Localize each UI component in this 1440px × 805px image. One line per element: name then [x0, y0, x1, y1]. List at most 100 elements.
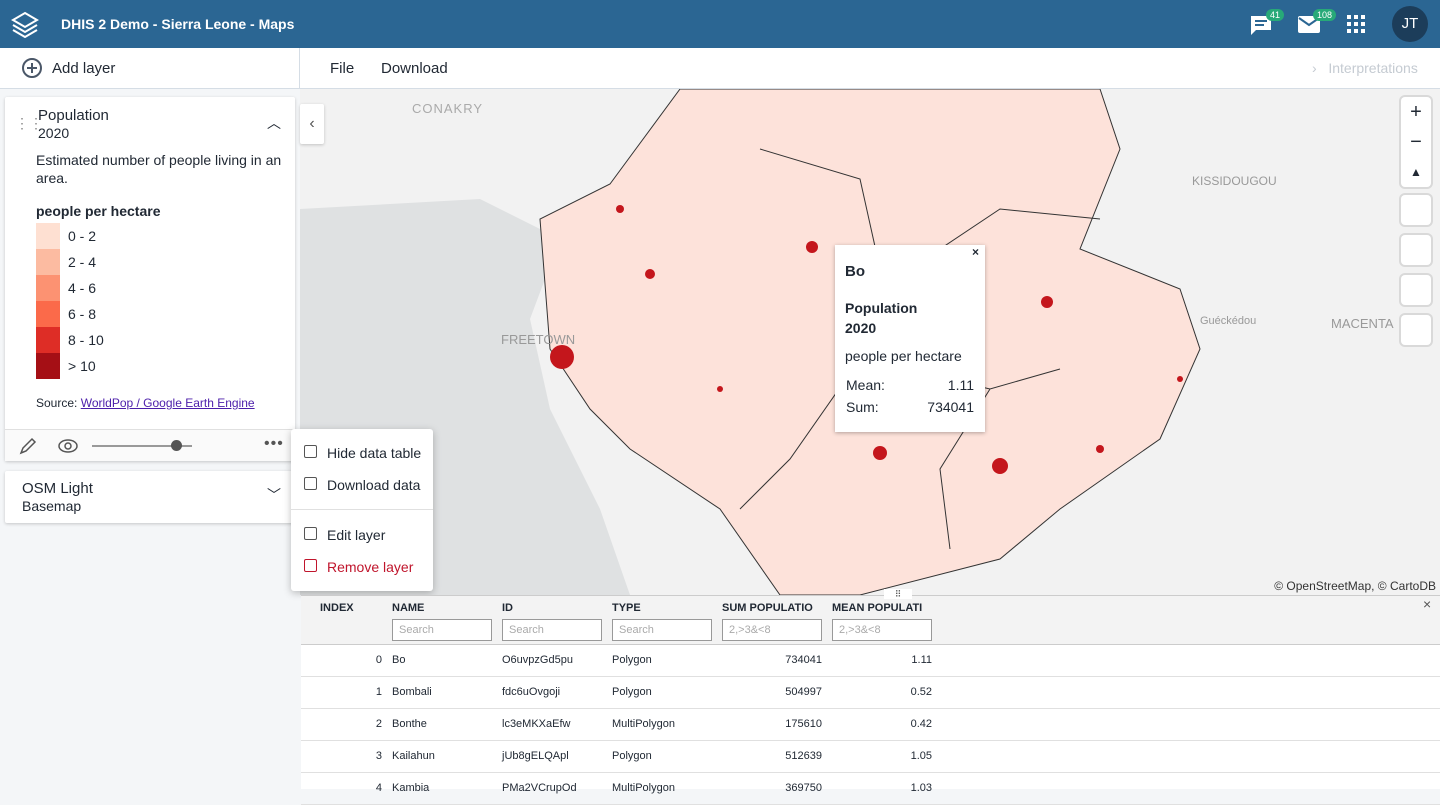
zoom-in[interactable]: + [1410, 101, 1422, 123]
table-cell: Polygon [612, 654, 652, 666]
menu-item[interactable]: Edit layer [291, 519, 433, 551]
legend-swatch [36, 223, 60, 249]
popup-stat-value: 734041 [927, 399, 974, 415]
popup-unit: people per hectare [845, 348, 962, 364]
table-cell: 504997 [785, 686, 822, 698]
map-label: CONAKRY [412, 101, 483, 116]
menu-download[interactable]: Download [381, 60, 448, 77]
table-cell: 4 [375, 782, 382, 794]
table-cell: 512639 [785, 750, 822, 762]
menu-icon [304, 445, 317, 458]
table-cell: Polygon [612, 686, 652, 698]
slider-thumb[interactable] [171, 440, 182, 451]
legend-swatch [36, 249, 60, 275]
messages-badge: 41 [1266, 9, 1285, 21]
header: DHIS 2 Demo - Sierra Leone - Maps 41 108… [0, 0, 1440, 48]
collapse-layer[interactable]: ︿ [267, 115, 281, 131]
more-button[interactable]: ••• [264, 435, 284, 452]
layer-period: 2020 [38, 125, 70, 141]
menu-item[interactable]: Hide data table [291, 437, 433, 469]
apps-icon[interactable] [1347, 15, 1365, 33]
popup-layer: Population [845, 300, 918, 316]
table-header: INDEX NAME ID TYPE SUM POPULATIO MEAN POPULAT… [301, 595, 1440, 645]
popup-period: 2020 [845, 320, 877, 336]
menu-item[interactable]: Remove layer [291, 551, 433, 583]
menu-icon [304, 527, 317, 540]
table-cell: MultiPolygon [612, 782, 675, 794]
legend-label: 4 - 6 [68, 280, 97, 296]
table-cell: O6uvpzGd5pu [502, 654, 573, 666]
add-layer-label: Add layer [52, 60, 116, 77]
table-row[interactable]: 0 Bo O6uvpzGd5pu Polygon 734041 1.11 [301, 645, 1440, 677]
menu-icon [304, 559, 317, 572]
add-layer-button[interactable]: Add layer [0, 48, 300, 88]
map-label: FREETOWN [501, 332, 575, 347]
search-button[interactable] [1401, 275, 1431, 305]
table-row[interactable]: 2 Bonthe lc3eMKXaEfw MultiPolygon 175610 0.42 [301, 709, 1440, 741]
drag-handle[interactable]: ⋮⋮ [15, 115, 43, 131]
collapse-panel-button[interactable]: ‹ [300, 104, 324, 144]
table-cell: jUb8gELQApl [502, 750, 569, 762]
interpretations-label: Interpretations [1328, 60, 1418, 76]
column-header[interactable]: ID [502, 602, 513, 614]
column-header[interactable]: NAME [392, 602, 425, 614]
filter-input[interactable]: Search [612, 619, 712, 641]
fullscreen-button[interactable] [1401, 195, 1431, 225]
filter-input[interactable]: Search [392, 619, 492, 641]
mail-badge: 108 [1313, 9, 1337, 21]
legend-label: 0 - 2 [68, 228, 97, 244]
opacity-slider[interactable] [92, 440, 192, 451]
filter-input[interactable]: 2,>3&<8 [722, 619, 822, 641]
reset-bearing[interactable]: ▲ [1410, 165, 1422, 179]
popup-close[interactable]: × [971, 245, 979, 259]
toolbar: Add layer File Download › Interpretation… [0, 48, 1440, 89]
table-row[interactable]: 1 Bombali fdc6uOvgoji Polygon 504997 0.52 [301, 677, 1440, 709]
column-header[interactable]: TYPE [612, 602, 641, 614]
menu-label: Remove layer [327, 559, 414, 575]
filter-input[interactable]: Search [502, 619, 602, 641]
source-link[interactable]: WorldPop / Google Earth Engine [80, 396, 255, 410]
visibility-button[interactable] [57, 437, 79, 455]
legend-label: 2 - 4 [68, 254, 97, 270]
popup-title: Bo [845, 263, 865, 280]
table-cell: 1.05 [910, 750, 932, 762]
column-header[interactable]: INDEX [320, 602, 354, 614]
zoom-out[interactable]: − [1410, 131, 1422, 153]
table-cell: PMa2VCrupOd [502, 782, 577, 794]
map-label: KISSIDOUGOU [1192, 174, 1277, 188]
table-cell: Kailahun [392, 750, 435, 762]
zoom-controls: + − ▲ [1401, 97, 1431, 187]
edit-button[interactable] [19, 437, 37, 455]
menu-divider [291, 509, 433, 510]
menu-label: Download data [327, 477, 421, 493]
menu-icon [304, 477, 317, 490]
layer-toolbar: ••• [5, 429, 295, 461]
source: Source: WorldPop / Google Earth Engine [36, 396, 255, 410]
basemap-card: OSM Light Basemap ﹀ [5, 471, 295, 523]
messages-icon[interactable] [1249, 14, 1273, 36]
interpretations[interactable]: › Interpretations [1312, 60, 1418, 76]
fit-bounds-button[interactable] [1401, 235, 1431, 265]
chevron: › [1312, 60, 1329, 76]
avatar[interactable]: JT [1392, 6, 1428, 42]
menu-file[interactable]: File [330, 60, 355, 77]
table-cell: Bombali [392, 686, 432, 698]
table-row[interactable]: 4 Kambia PMa2VCrupOd MultiPolygon 369750 1.03 [301, 773, 1440, 805]
resize-handle[interactable]: ⠿ [884, 589, 912, 599]
popup-stat-label: Mean: [846, 377, 885, 393]
table-row[interactable]: 3 Kailahun jUb8gELQApl Polygon 512639 1.05 [301, 741, 1440, 773]
population-hotspots [550, 205, 1183, 474]
measure-button[interactable] [1401, 315, 1431, 345]
menu-label: Hide data table [327, 445, 422, 461]
popup: × Bo Population 2020 people per hectare … [835, 245, 985, 432]
table-cell: Polygon [612, 750, 652, 762]
filter-input[interactable]: 2,>3&<8 [832, 619, 932, 641]
expand-basemap[interactable]: ﹀ [267, 487, 281, 503]
table-cell: 1.11 [911, 654, 932, 666]
column-header[interactable]: MEAN POPULATI [832, 602, 923, 614]
logo[interactable] [10, 10, 40, 38]
menu-item[interactable]: Download data [291, 469, 433, 501]
close-table[interactable]: × [1423, 596, 1432, 612]
column-header[interactable]: SUM POPULATIO [722, 602, 813, 614]
map-label: Guéckédou [1200, 315, 1256, 327]
